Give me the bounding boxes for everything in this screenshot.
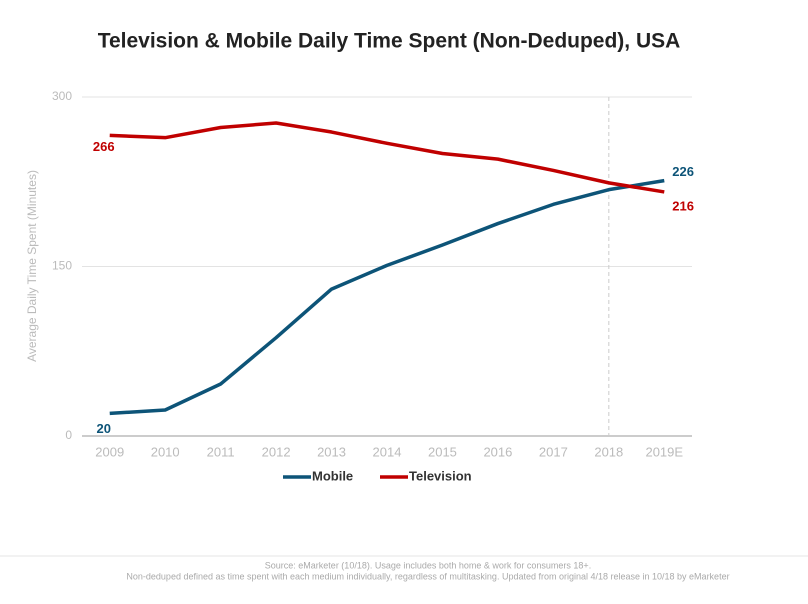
- y-tick-label: 300: [52, 89, 72, 103]
- x-tick-label: 2014: [373, 444, 402, 459]
- data-label: 216: [672, 198, 694, 213]
- x-tick-label: 2018: [594, 444, 623, 459]
- x-tick-label: 2011: [207, 444, 235, 459]
- x-tick-label: 2012: [262, 444, 291, 459]
- data-label: 20: [96, 421, 110, 436]
- series-line: [109, 178, 665, 416]
- data-label: 226: [672, 164, 694, 179]
- y-axis-label: Average Daily Time Spent (Minutes): [25, 170, 39, 362]
- source-note: Non-deduped defined as time spent with e…: [126, 571, 729, 581]
- x-tick-label: 2015: [428, 444, 457, 459]
- y-tick-label: 0: [65, 428, 72, 442]
- chart-title: Television & Mobile Daily Time Spent (No…: [98, 30, 681, 53]
- x-tick-label: 2019E: [645, 444, 683, 459]
- source-note: Source: eMarketer (10/18). Usage include…: [265, 560, 591, 570]
- series-line: [109, 121, 665, 194]
- data-label: 266: [93, 139, 115, 154]
- legend-label: Television: [409, 468, 472, 483]
- y-tick-label: 150: [52, 259, 72, 273]
- x-tick-label: 2009: [95, 444, 124, 459]
- x-tick-label: 2017: [539, 444, 568, 459]
- x-tick-label: 2013: [317, 444, 346, 459]
- legend-label: Mobile: [312, 468, 353, 483]
- x-tick-label: 2016: [483, 444, 512, 459]
- x-tick-label: 2010: [151, 444, 180, 459]
